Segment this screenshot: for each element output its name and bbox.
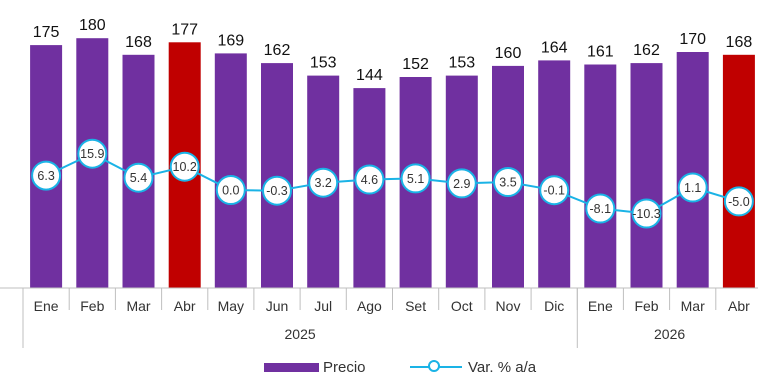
year-label-0: 2025	[285, 326, 316, 342]
line-marker-14	[677, 172, 708, 203]
line-value-label-11: -0.1	[543, 184, 565, 198]
line-marker-12	[585, 193, 616, 224]
bar-5	[261, 63, 293, 288]
legend-swatch-precio	[264, 362, 319, 372]
line-value-label-3: 10.2	[173, 160, 197, 174]
line-marker-4	[215, 175, 246, 205]
bar-value-label-5: 162	[264, 42, 291, 59]
x-tick-label-5: Jun	[266, 298, 289, 314]
bar-value-label-0: 175	[33, 24, 60, 41]
bar-value-label-14: 170	[679, 31, 706, 48]
line-marker-9	[446, 168, 477, 199]
legend-item-precio: Precio	[264, 358, 366, 376]
line-marker-7	[354, 164, 385, 195]
bar-value-label-2: 168	[125, 34, 152, 51]
chart: 175 180 168 177 169 162 153 144 152 153 160 164 161 1…	[0, 17, 758, 348]
legend-label-precio: Precio	[323, 358, 366, 376]
line-value-label-8: 5.1	[407, 172, 424, 186]
line-value-label-15: -5.0	[728, 195, 750, 209]
x-tick-label-6: Jul	[314, 298, 332, 314]
bar-value-label-11: 164	[541, 39, 568, 56]
line-marker-0	[31, 160, 62, 191]
bar-4	[214, 53, 247, 289]
x-tick-label-12: Ene	[588, 298, 613, 314]
line-marker-1	[77, 138, 108, 169]
line-marker-15	[723, 186, 754, 217]
bar-value-label-3: 177	[171, 21, 198, 38]
line-value-label-4: 0.0	[222, 184, 239, 198]
line-marker-3	[169, 151, 200, 182]
line-marker-10	[493, 167, 523, 197]
x-tick-label-3: Abr	[174, 298, 196, 314]
line-marker-2	[123, 162, 154, 193]
bar-15	[722, 54, 755, 288]
bar-11	[538, 60, 571, 289]
bar-value-label-4: 169	[217, 32, 244, 49]
legend-label-var: Var. % a/a	[468, 358, 537, 376]
bar-value-label-15: 168	[726, 34, 753, 51]
line-value-label-5: -0.3	[266, 184, 288, 198]
bar-value-label-8: 152	[402, 56, 429, 73]
line-value-label-1: 15.9	[80, 147, 104, 161]
legend: Precio Var. % a/a	[0, 356, 758, 378]
x-tick-label-2: Mar	[126, 298, 150, 314]
line-value-label-9: 2.9	[453, 177, 470, 191]
line-value-label-13: -10.3	[632, 207, 661, 221]
x-tick-label-11: Dic	[544, 298, 564, 314]
bar-12	[584, 64, 617, 288]
line-series-var	[45, 152, 740, 215]
x-tick-label-4: May	[218, 298, 244, 314]
bar-value-label-13: 162	[633, 42, 660, 59]
year-label-1: 2026	[654, 326, 685, 342]
line-value-label-0: 6.3	[37, 169, 54, 183]
x-tick-label-14: Mar	[681, 298, 705, 314]
bar-value-label-10: 160	[495, 45, 522, 62]
x-tick-label-8: Set	[405, 298, 426, 314]
x-tick-label-15: Abr	[728, 298, 750, 314]
line-marker-6	[308, 167, 339, 198]
x-tick-label-0: Ene	[34, 298, 59, 314]
line-value-label-12: -8.1	[590, 202, 612, 216]
legend-swatch-var	[410, 360, 462, 374]
x-tick-label-13: Feb	[634, 298, 658, 314]
line-marker-11	[539, 175, 570, 206]
line-value-label-7: 4.6	[361, 173, 378, 187]
line-value-label-10: 3.5	[499, 176, 516, 190]
bar-13	[630, 63, 663, 288]
line-marker-13	[631, 198, 662, 229]
x-tick-label-7: Ago	[357, 298, 382, 314]
x-tick-label-10: Nov	[496, 298, 521, 314]
bar-value-label-7: 144	[356, 67, 383, 84]
bar-value-label-1: 180	[79, 17, 106, 34]
line-value-label-14: 1.1	[684, 181, 701, 195]
bar-value-label-12: 161	[587, 44, 614, 61]
line-marker-8	[400, 163, 431, 194]
x-tick-label-1: Feb	[80, 298, 104, 314]
bar-value-label-9: 153	[448, 55, 475, 72]
bar-14	[676, 52, 709, 288]
bar-value-label-6: 153	[310, 55, 337, 72]
x-tick-label-9: Oct	[451, 298, 473, 314]
legend-item-var: Var. % a/a	[410, 358, 536, 376]
line-value-label-2: 5.4	[130, 171, 147, 185]
line-value-label-6: 3.2	[315, 176, 332, 190]
line-marker-5	[262, 175, 292, 206]
